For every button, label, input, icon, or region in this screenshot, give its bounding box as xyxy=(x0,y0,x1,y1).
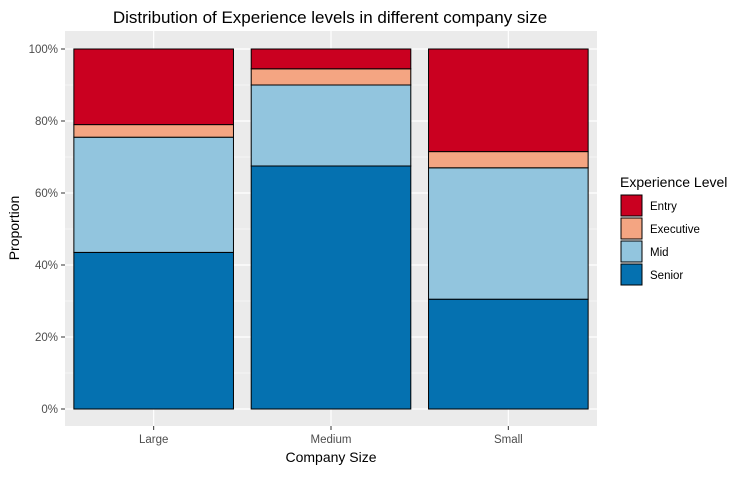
bar-segment-executive-large xyxy=(73,124,234,138)
bar-segment-executive-medium xyxy=(250,68,412,86)
legend-label-entry: Entry xyxy=(650,201,677,213)
legend-label-mid: Mid xyxy=(650,247,669,259)
y-axis-title: Proportion xyxy=(6,196,22,261)
y-tick-label: 100% xyxy=(29,44,58,56)
bar-segment-senior-large xyxy=(73,251,234,410)
y-tick-label: 0% xyxy=(41,404,58,416)
bar-segment-senior-small xyxy=(428,298,589,410)
legend-key-mid xyxy=(620,240,643,263)
legend-key-entry xyxy=(620,194,643,217)
legend-key-senior xyxy=(620,263,643,286)
legend-title: Experience Level xyxy=(620,174,727,190)
chart-title: Distribution of Experience levels in dif… xyxy=(113,8,547,27)
bar-segment-mid-large xyxy=(73,136,234,253)
legend: Experience Level Entry Executive Mid Senior xyxy=(620,174,727,286)
bar-segment-entry-large xyxy=(73,48,234,126)
bar-segment-mid-small xyxy=(428,167,589,300)
bar-segment-senior-medium xyxy=(250,165,412,410)
bar-segment-mid-medium xyxy=(250,84,412,167)
x-tick-label: Medium xyxy=(311,434,352,446)
x-tick-label: Small xyxy=(494,434,523,446)
x-axis-ticks: Large Medium Small xyxy=(139,426,523,446)
bar-segment-entry-small xyxy=(428,48,589,153)
legend-key-executive xyxy=(620,217,643,240)
x-axis-title: Company Size xyxy=(285,449,376,465)
legend-label-executive: Executive xyxy=(650,224,700,236)
bar-segment-entry-medium xyxy=(250,48,412,70)
legend-label-senior: Senior xyxy=(650,270,683,282)
bars xyxy=(73,48,589,410)
y-axis-ticks: 0% 20% 40% 60% 80% 100% xyxy=(29,44,65,416)
y-tick-label: 40% xyxy=(35,260,58,272)
y-tick-label: 20% xyxy=(35,332,58,344)
legend-items: Entry Executive Mid Senior xyxy=(620,194,700,286)
bar-segment-executive-small xyxy=(428,151,589,169)
x-tick-label: Large xyxy=(139,434,168,446)
y-tick-label: 60% xyxy=(35,188,58,200)
y-tick-label: 80% xyxy=(35,116,58,128)
